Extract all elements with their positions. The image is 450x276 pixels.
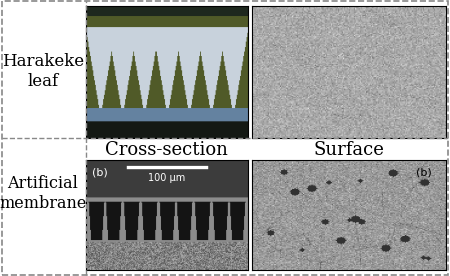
Text: (b): (b) xyxy=(416,168,432,178)
Text: Surface: Surface xyxy=(313,141,384,159)
Text: Cross-section: Cross-section xyxy=(105,141,228,159)
Text: (b): (b) xyxy=(92,168,108,178)
Text: 100 μm: 100 μm xyxy=(148,173,185,183)
Text: Artificial
membrane: Artificial membrane xyxy=(0,175,86,211)
Text: Harakeke
leaf: Harakeke leaf xyxy=(2,54,84,90)
